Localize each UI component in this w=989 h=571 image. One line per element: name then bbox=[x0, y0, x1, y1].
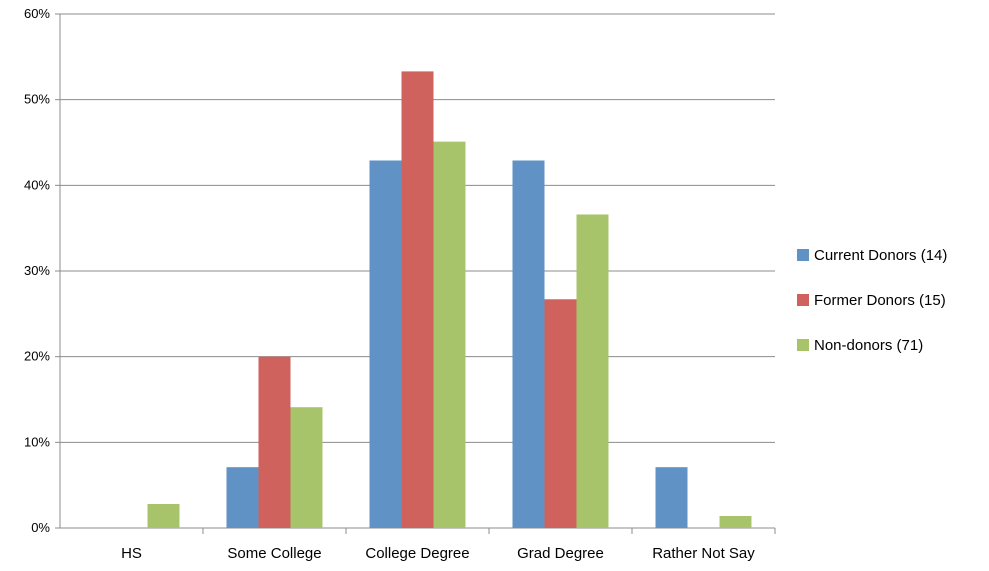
bars bbox=[147, 71, 752, 529]
y-tick-label: 10% bbox=[24, 434, 50, 449]
bar bbox=[576, 214, 609, 528]
bar bbox=[226, 467, 259, 528]
y-tick-label: 50% bbox=[24, 92, 50, 107]
x-tick-label: HS bbox=[121, 545, 142, 562]
bar bbox=[147, 504, 180, 528]
y-tick-label: 30% bbox=[24, 263, 50, 278]
y-axis-ticks: 0% 10% 20% 30% 40% 50% 60% bbox=[24, 6, 60, 535]
y-tick-label: 20% bbox=[24, 349, 50, 364]
legend-swatch bbox=[797, 339, 809, 351]
bar bbox=[290, 407, 323, 528]
legend-label: Current Donors (14) bbox=[814, 247, 947, 264]
bar bbox=[544, 299, 577, 528]
bar bbox=[719, 516, 752, 528]
bar bbox=[401, 71, 434, 528]
x-tick-label: College Degree bbox=[365, 545, 469, 562]
x-axis-ticks: HS Some College College Degree Grad Degree R… bbox=[121, 528, 776, 562]
y-tick-label: 60% bbox=[24, 6, 50, 21]
legend-swatch bbox=[797, 294, 809, 306]
x-tick-label: Grad Degree bbox=[517, 545, 604, 562]
y-tick-label: 0% bbox=[31, 520, 50, 535]
bar bbox=[369, 160, 402, 529]
legend: Current Donors (14) Former Donors (15) Non… bbox=[797, 247, 947, 354]
y-tick-label: 40% bbox=[24, 177, 50, 192]
legend-label: Non-donors (71) bbox=[814, 337, 923, 354]
legend-label: Former Donors (15) bbox=[814, 292, 946, 309]
x-tick-label: Rather Not Say bbox=[652, 545, 755, 562]
legend-swatch bbox=[797, 249, 809, 261]
x-tick-label: Some College bbox=[227, 545, 321, 562]
bar bbox=[655, 467, 688, 528]
bar bbox=[433, 141, 466, 529]
bar bbox=[512, 160, 545, 529]
bar bbox=[258, 356, 291, 528]
